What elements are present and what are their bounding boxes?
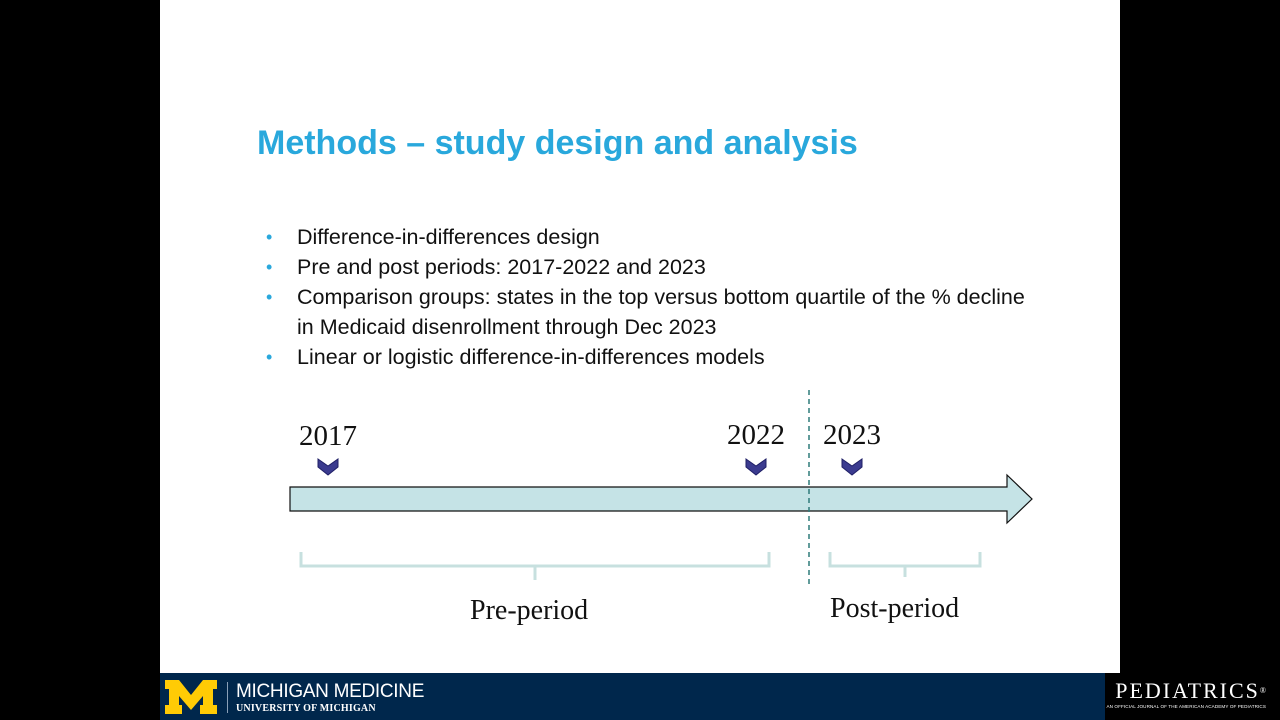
bullet-item: • Difference-in-differences design	[266, 222, 1046, 252]
org-subtitle: UNIVERSITY OF MICHIGAN	[236, 703, 376, 714]
post-period-label: Post-period	[830, 593, 959, 624]
registered-mark: ®	[1259, 686, 1266, 695]
year-label-2022: 2022	[727, 419, 785, 451]
bullet-item: • Pre and post periods: 2017-2022 and 202…	[266, 252, 1046, 282]
year-label-2023: 2023	[823, 419, 881, 451]
timeline-diagram: 2017 2022 2023 Pre-period Post-period	[289, 390, 1033, 626]
chevron-down-icon	[745, 458, 767, 476]
bullet-text: Pre and post periods: 2017-2022 and 2023	[297, 255, 706, 279]
bullet-text: Linear or logistic difference-in-differe…	[297, 345, 765, 369]
journal-tagline: AN OFFICIAL JOURNAL OF THE AMERICAN ACAD…	[1106, 704, 1266, 709]
journal-name: PEDIATRICS®	[1115, 678, 1266, 704]
bullet-item: • Comparison groups: states in the top ve…	[266, 282, 1046, 342]
michigan-block-m-logo	[165, 680, 217, 714]
slide: Methods – study design and analysis • Dif…	[160, 0, 1120, 673]
bullet-text: Comparison groups: states in the top ver…	[297, 285, 1025, 339]
journal-name-text: PEDIATRICS	[1115, 678, 1260, 703]
bullet-text: Difference-in-differences design	[297, 225, 600, 249]
bullet-marker: •	[266, 227, 273, 247]
journal-logo: PEDIATRICS® AN OFFICIAL JOURNAL OF THE A…	[1105, 673, 1280, 720]
bullet-marker: •	[266, 347, 273, 367]
bullet-list: • Difference-in-differences design • Pre a…	[266, 222, 1046, 372]
chevron-down-icon	[317, 458, 339, 476]
pre-period-bracket	[299, 552, 771, 580]
slide-title: Methods – study design and analysis	[257, 124, 858, 162]
footer-divider	[227, 682, 228, 713]
timeline-arrow	[289, 473, 1033, 525]
footer-bar: MICHIGAN MEDICINE UNIVERSITY OF MICHIGAN	[160, 673, 1120, 720]
year-label-2017: 2017	[299, 420, 357, 452]
bullet-marker: •	[266, 287, 273, 307]
org-name: MICHIGAN MEDICINE	[236, 681, 425, 702]
chevron-down-icon	[841, 458, 863, 476]
bullet-marker: •	[266, 257, 273, 277]
bullet-item: • Linear or logistic difference-in-differ…	[266, 342, 1046, 372]
pre-period-label: Pre-period	[470, 595, 588, 626]
post-period-bracket	[828, 552, 982, 577]
